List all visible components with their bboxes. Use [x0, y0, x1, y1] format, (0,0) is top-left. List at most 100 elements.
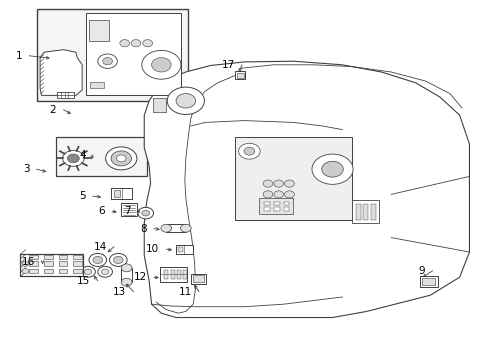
Bar: [90, 82, 104, 88]
Bar: [234, 137, 351, 220]
Circle shape: [263, 180, 272, 187]
Circle shape: [176, 94, 195, 108]
Bar: [73, 255, 82, 259]
Bar: [164, 270, 168, 279]
Text: 8: 8: [140, 224, 146, 234]
Text: 13: 13: [113, 287, 126, 297]
Text: 3: 3: [22, 164, 29, 174]
Text: 10: 10: [145, 244, 159, 254]
Circle shape: [167, 87, 204, 114]
Circle shape: [142, 50, 181, 79]
Bar: [121, 268, 132, 282]
Bar: [234, 71, 245, 79]
Bar: [362, 204, 367, 220]
Text: 4: 4: [79, 150, 85, 160]
Circle shape: [109, 253, 127, 266]
Circle shape: [84, 269, 92, 274]
Circle shape: [98, 266, 112, 277]
Circle shape: [102, 269, 109, 274]
Bar: [170, 270, 174, 279]
Circle shape: [273, 191, 283, 198]
Bar: [44, 269, 53, 273]
Circle shape: [22, 269, 29, 274]
Bar: [193, 275, 203, 282]
Circle shape: [311, 154, 352, 184]
Bar: [59, 255, 67, 259]
Circle shape: [102, 58, 112, 65]
Text: 15: 15: [77, 276, 90, 286]
Bar: [37, 9, 188, 101]
Text: 2: 2: [49, 105, 56, 115]
Circle shape: [105, 147, 137, 170]
Text: 12: 12: [133, 272, 146, 282]
Circle shape: [180, 224, 191, 232]
Circle shape: [93, 256, 102, 264]
Bar: [176, 245, 193, 254]
Bar: [419, 276, 437, 287]
Circle shape: [151, 58, 171, 72]
Bar: [44, 255, 53, 259]
Circle shape: [62, 150, 84, 166]
Bar: [160, 267, 187, 282]
Bar: [29, 255, 38, 259]
Text: 6: 6: [98, 206, 105, 216]
Circle shape: [238, 143, 260, 159]
Polygon shape: [40, 50, 82, 95]
Circle shape: [321, 161, 343, 177]
Circle shape: [120, 40, 129, 47]
Circle shape: [121, 264, 132, 272]
Bar: [29, 261, 38, 266]
Circle shape: [22, 261, 29, 266]
Bar: [283, 207, 289, 211]
Bar: [89, 20, 108, 41]
Text: 7: 7: [124, 206, 131, 216]
Bar: [273, 202, 279, 205]
Bar: [73, 261, 82, 266]
Circle shape: [161, 224, 171, 232]
Polygon shape: [144, 61, 468, 318]
Bar: [73, 269, 82, 273]
Text: 1: 1: [15, 51, 22, 61]
Circle shape: [67, 154, 79, 163]
Bar: [264, 202, 269, 205]
Circle shape: [263, 191, 272, 198]
Bar: [57, 92, 74, 98]
Bar: [177, 270, 181, 279]
Circle shape: [284, 180, 294, 187]
Circle shape: [121, 278, 132, 286]
Circle shape: [142, 40, 152, 47]
Circle shape: [98, 54, 117, 68]
Bar: [259, 198, 293, 214]
Bar: [166, 224, 185, 232]
Circle shape: [113, 256, 123, 264]
Circle shape: [142, 210, 149, 216]
Bar: [59, 261, 67, 266]
Bar: [183, 270, 187, 279]
Text: 14: 14: [93, 242, 106, 252]
Bar: [59, 269, 67, 273]
Text: 17: 17: [221, 60, 234, 70]
Text: 9: 9: [418, 266, 425, 276]
Circle shape: [284, 191, 294, 198]
Bar: [370, 204, 375, 220]
Text: 11: 11: [178, 287, 191, 297]
Circle shape: [273, 180, 283, 187]
Bar: [178, 247, 183, 252]
Bar: [190, 274, 206, 284]
Bar: [273, 207, 279, 211]
Bar: [111, 188, 132, 199]
Bar: [236, 73, 243, 78]
Bar: [29, 269, 38, 273]
Bar: [85, 13, 181, 95]
Bar: [355, 204, 360, 220]
Bar: [351, 200, 378, 223]
Circle shape: [116, 155, 126, 162]
Bar: [121, 203, 137, 216]
Bar: [20, 254, 83, 276]
Text: 16: 16: [22, 257, 35, 267]
Bar: [422, 278, 434, 285]
Circle shape: [89, 253, 106, 266]
Bar: [114, 190, 120, 197]
Circle shape: [81, 266, 95, 277]
Circle shape: [111, 151, 131, 166]
